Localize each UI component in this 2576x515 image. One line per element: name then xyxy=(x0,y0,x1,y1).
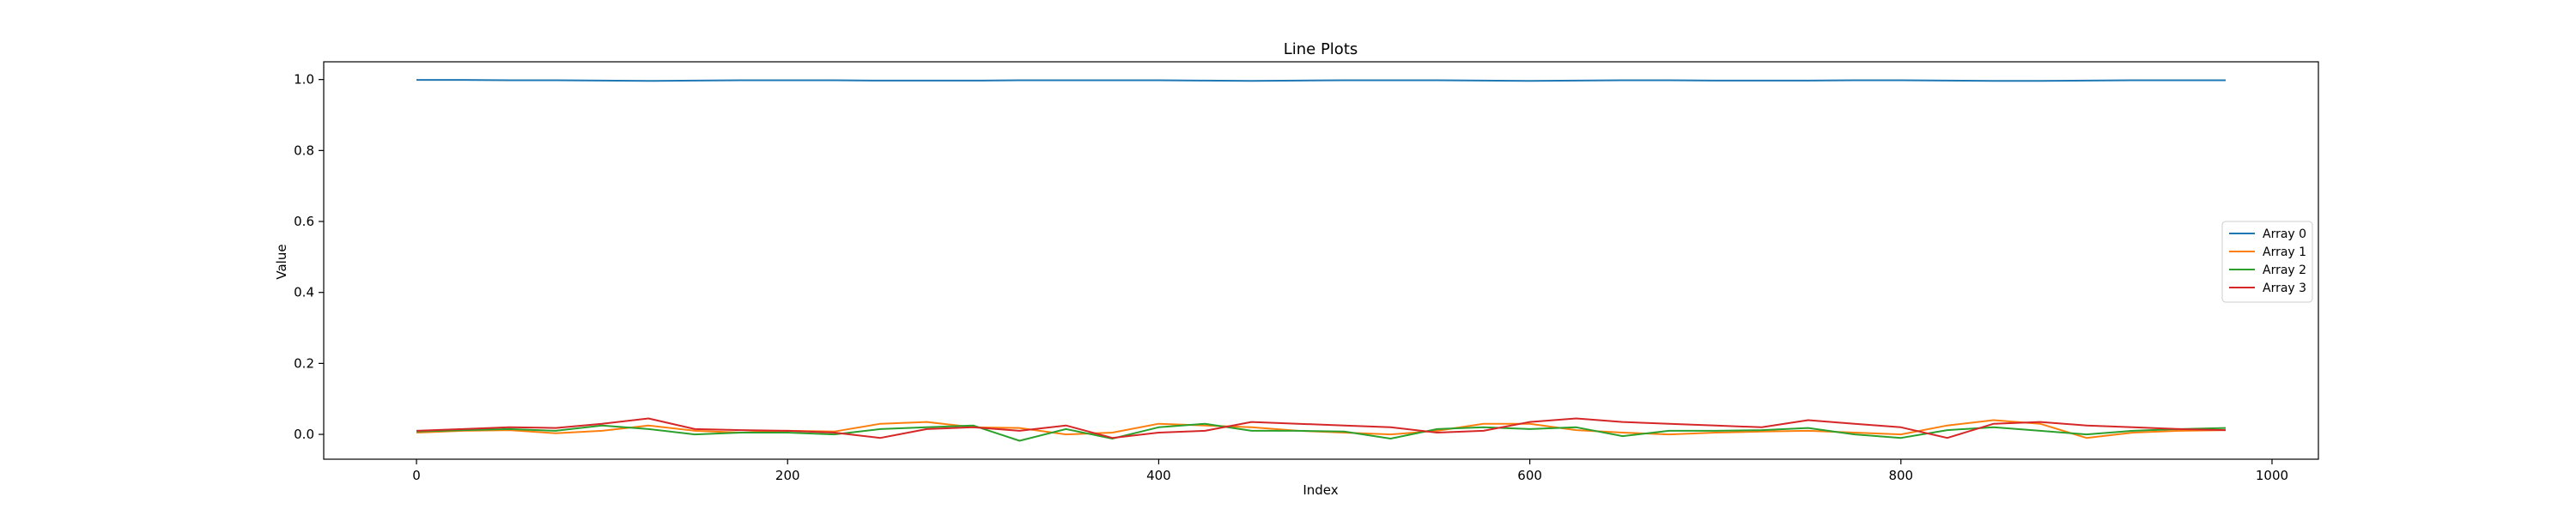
x-axis-ticks: 0 200 400 600 800 1000 xyxy=(412,459,2288,483)
y-tick-label: 1.0 xyxy=(294,72,314,88)
x-tick-label: 200 xyxy=(775,468,800,483)
x-tick-label: 600 xyxy=(1517,468,1542,483)
y-tick-label: 0.6 xyxy=(294,214,314,229)
y-tick-label: 0.4 xyxy=(294,285,314,300)
x-tick-label: 1000 xyxy=(2256,468,2288,483)
y-tick-label: 0.8 xyxy=(294,142,314,158)
series-line-array-3 xyxy=(416,417,2227,439)
series-line-array-2 xyxy=(416,422,2227,442)
x-tick-label: 800 xyxy=(1888,468,1913,483)
legend-label: Array 1 xyxy=(2263,245,2306,259)
x-axis-label: Index xyxy=(1303,482,1338,498)
plot-frame xyxy=(323,61,2319,460)
legend-box xyxy=(2221,221,2313,303)
x-tick-label: 0 xyxy=(412,468,421,483)
series-line-array-0 xyxy=(416,79,2226,82)
y-tick-label: 0.0 xyxy=(294,427,314,442)
y-tick-label: 0.2 xyxy=(294,355,314,371)
legend-label: Array 0 xyxy=(2263,227,2306,241)
legend: Array 0 Array 1 Array 2 Array 3 xyxy=(2221,221,2313,303)
legend-label: Array 2 xyxy=(2263,264,2306,277)
legend-label: Array 3 xyxy=(2263,282,2306,295)
y-axis-label: Value xyxy=(274,244,289,279)
x-tick-label: 400 xyxy=(1146,468,1171,483)
chart-title: Line Plots xyxy=(1284,40,1358,58)
series-lines xyxy=(416,79,2227,442)
y-axis-ticks: 0.0 0.2 0.4 0.6 0.8 1.0 xyxy=(294,72,324,442)
